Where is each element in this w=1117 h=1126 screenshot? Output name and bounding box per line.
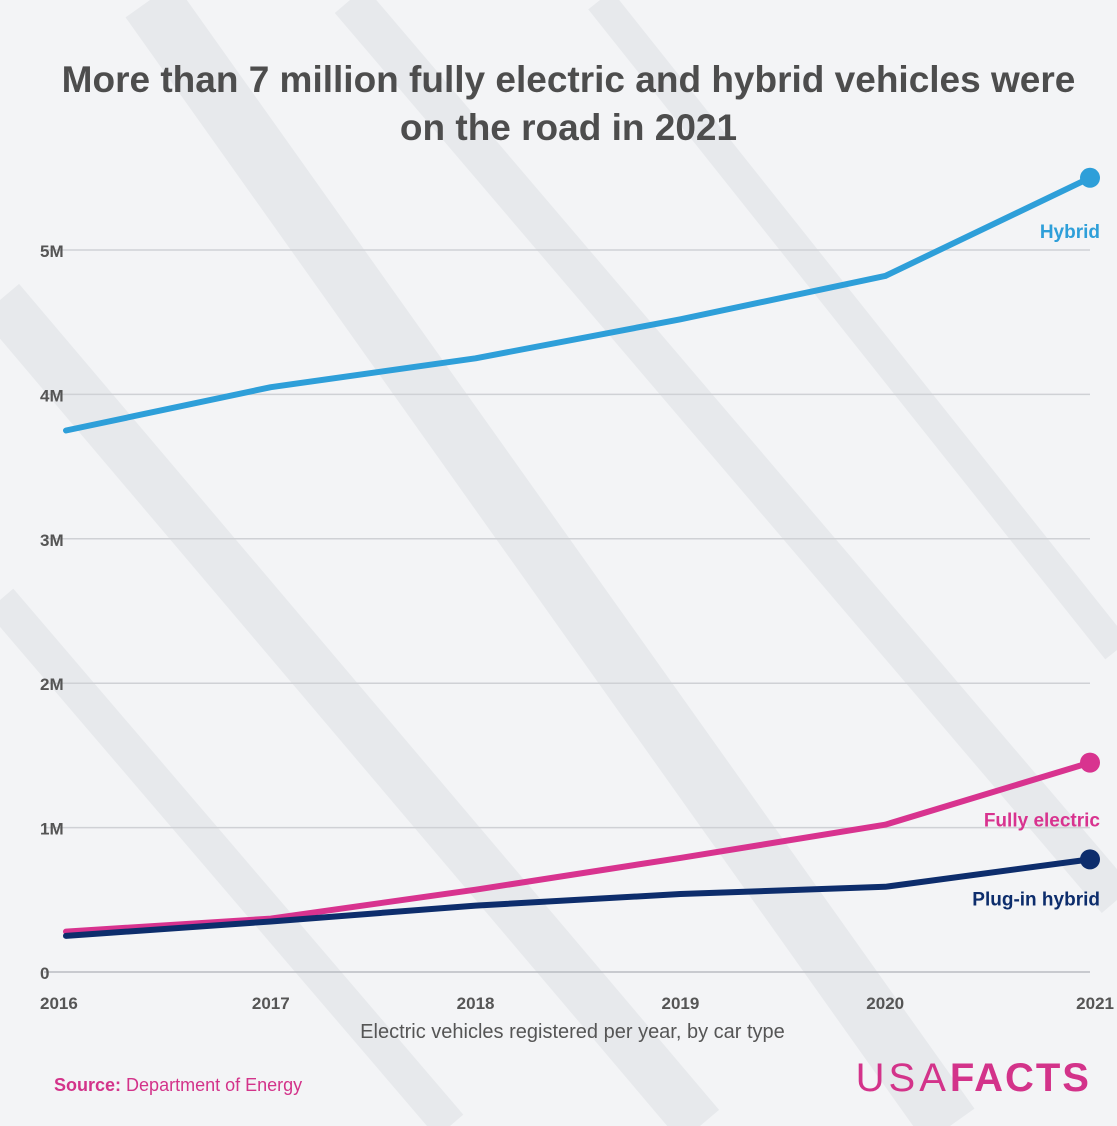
series-label-plug-in-hybrid: Plug-in hybrid [972,889,1100,910]
series-line-fully-electric [63,759,1093,935]
y-tick-label: 3M [40,531,64,550]
series-line-hybrid [63,174,1093,434]
chart-title: More than 7 million fully electric and h… [61,59,1076,148]
series-endpoint-plug-in-hybrid [1080,849,1100,870]
y-tick-label: 2M [40,675,64,694]
source-note: Source: Department of Energy [54,1075,302,1096]
series-label-hybrid: Hybrid [1040,222,1100,243]
series-label-fully-electric: Fully electric [984,811,1101,832]
x-tick-label: 2016 [40,994,78,1013]
source-text: Department of Energy [126,1075,303,1095]
series-endpoint-hybrid [1080,167,1100,188]
series-endpoint-fully-electric [1080,752,1100,773]
x-tick-label: 2017 [252,994,290,1013]
logo-bold: FACTS [949,1056,1091,1100]
series-line-plug-in-hybrid [63,856,1093,939]
x-tick-label: 2020 [866,994,904,1013]
source-label: Source: [54,1075,122,1095]
x-axis-caption: Electric vehicles registered per year, b… [360,1021,785,1043]
y-tick-label: 4M [40,386,64,405]
y-tick-label: 0 [40,964,49,983]
x-tick-label: 2019 [661,994,699,1013]
y-tick-label: 5M [40,242,64,261]
x-tick-label: 2018 [457,994,495,1013]
usafacts-logo: USAFACTS [856,1056,1091,1101]
x-tick-label: 2021 [1076,994,1114,1013]
y-tick-label: 1M [40,820,64,839]
logo-light: USA [855,1056,950,1100]
